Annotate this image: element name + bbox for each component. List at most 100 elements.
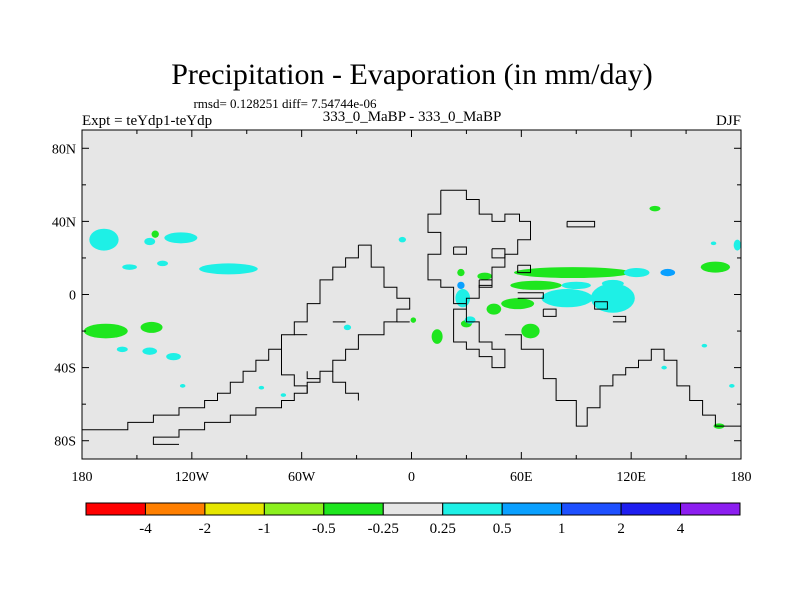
coastline-0 [427, 189, 531, 369]
colorbar-label-1: -2 [199, 521, 212, 537]
anomaly-patch-26 [541, 289, 593, 308]
coastline-5 [332, 371, 359, 401]
anomaly-patch-3 [199, 263, 258, 275]
coastline-11 [491, 248, 506, 259]
coastline-3 [152, 244, 411, 445]
colorbar-swatch-8 [561, 502, 622, 516]
colorbar-label-4: -0.25 [368, 521, 399, 537]
anomaly-patch-6 [151, 230, 159, 238]
anomaly-patch-41 [258, 385, 265, 390]
chart-title: Precipitation - Evaporation (in mm/day) [171, 58, 653, 91]
colorbar-swatch-9 [620, 502, 682, 516]
colorbar: -4 -2 -1 -0.5 -0.25 0.25 0.5 1 2 4 [85, 502, 741, 537]
x-tick-label-5: 120E [616, 470, 646, 485]
colorbar-swatch-4 [323, 502, 384, 516]
colorbar-swatch-3 [263, 502, 325, 516]
coastline-14 [478, 279, 493, 288]
colorbar-label-3: -0.5 [312, 521, 336, 537]
anomaly-patch-12 [398, 236, 407, 243]
colorbar-swatch-0 [85, 502, 146, 516]
anomaly-patch-2 [164, 232, 198, 244]
y-tick-label-4: 80S [54, 435, 76, 450]
x-tick-label-0: 180 [72, 470, 93, 485]
colorbar-label-9: 4 [677, 521, 685, 537]
anomaly-patch-32 [660, 268, 676, 277]
anomaly-patch-18 [457, 268, 465, 277]
anomaly-patch-9 [116, 346, 128, 353]
stats-label: rmsd= 0.128251 diff= 7.54744e-06 [193, 96, 377, 111]
coastline-13 [453, 246, 467, 255]
anomaly-patch-13 [343, 324, 352, 331]
anomaly-patch-23 [431, 329, 443, 344]
anomaly-patch-40 [661, 365, 667, 370]
anomaly-patch-37 [701, 343, 708, 348]
colorbar-label-8: 2 [617, 521, 625, 537]
experiment-label: Expt = teYdp1-teYdp [82, 113, 212, 129]
x-tick-label-6: 180 [731, 470, 752, 485]
anomaly-patch-10 [142, 347, 158, 355]
anomaly-patch-33 [700, 261, 731, 273]
y-tick-label-0: 80N [52, 142, 76, 157]
anomaly-patch-11 [166, 352, 181, 361]
colorbar-swatch-2 [204, 502, 265, 516]
coastline-10 [517, 264, 531, 274]
plot-area [82, 130, 741, 459]
anomaly-patch-17 [477, 272, 493, 280]
x-tick-label-1: 120W [175, 470, 210, 485]
anomaly-patch-1 [144, 237, 156, 246]
colorbar-swatch-7 [501, 502, 563, 516]
colorbar-label-2: -1 [258, 521, 271, 537]
anomaly-patch-8 [140, 321, 163, 333]
colorbar-label-5: 0.25 [430, 521, 456, 537]
anomaly-patch-7 [83, 323, 128, 339]
coastline-16 [517, 292, 544, 299]
colorbar-swatch-6 [442, 502, 503, 516]
anomaly-patch-0 [89, 228, 119, 251]
coastline-15 [594, 301, 608, 310]
anomaly-patch-22 [521, 323, 540, 339]
anomaly-patch-35 [733, 239, 741, 251]
anomaly-patch-5 [157, 260, 169, 267]
y-tick-label-1: 40N [52, 215, 76, 230]
colorbar-label-7: 1 [558, 521, 566, 537]
coastline-1 [504, 334, 741, 427]
coastline-6 [306, 371, 320, 380]
colorbar-swatch-10 [680, 502, 741, 516]
y-tick-label-3: 40S [54, 362, 76, 377]
anomaly-patch-14 [410, 317, 417, 323]
anomaly-patch-20 [501, 298, 535, 310]
coastline-4 [281, 349, 308, 394]
anomaly-patch-43 [179, 384, 186, 388]
anomaly-patch-29 [601, 279, 624, 288]
x-tick-label-3: 0 [408, 470, 415, 485]
coastlines [82, 189, 741, 445]
anomaly-patch-19 [486, 303, 502, 315]
colorbar-swatch-5 [382, 502, 444, 516]
anomaly-patch-38 [729, 384, 735, 388]
x-tick-label-4: 60E [510, 470, 533, 485]
coastline-17 [612, 315, 627, 323]
anomaly-patch-36 [710, 241, 717, 246]
x-tick-label-2: 60W [288, 470, 316, 485]
anomaly-patch-28 [561, 281, 591, 290]
coastline-9 [566, 220, 596, 228]
y-tick-label-2: 0 [69, 289, 76, 304]
anomaly-patch-34 [649, 205, 661, 212]
anomaly-patch-27 [590, 283, 635, 313]
anomaly-field [83, 205, 741, 429]
anomaly-patch-31 [623, 267, 650, 278]
anomaly-patch-30 [457, 281, 465, 290]
coastline-2 [82, 245, 359, 431]
case-label: 333_0_MaBP - 333_0_MaBP [323, 109, 502, 125]
season-label: DJF [716, 113, 741, 129]
anomaly-patch-16 [510, 280, 562, 290]
colorbar-swatch-1 [144, 502, 206, 516]
anomaly-patch-4 [122, 264, 137, 270]
anomaly-patch-42 [280, 393, 287, 397]
axis-ticks: 180 120W 60W 0 60E 120E 180 80N 40N 0 40S 80S [52, 130, 752, 485]
colorbar-label-0: -4 [139, 521, 152, 537]
anomaly-patch-15 [514, 267, 632, 279]
coastline-12 [542, 308, 557, 317]
colorbar-label-6: 0.5 [493, 521, 512, 537]
